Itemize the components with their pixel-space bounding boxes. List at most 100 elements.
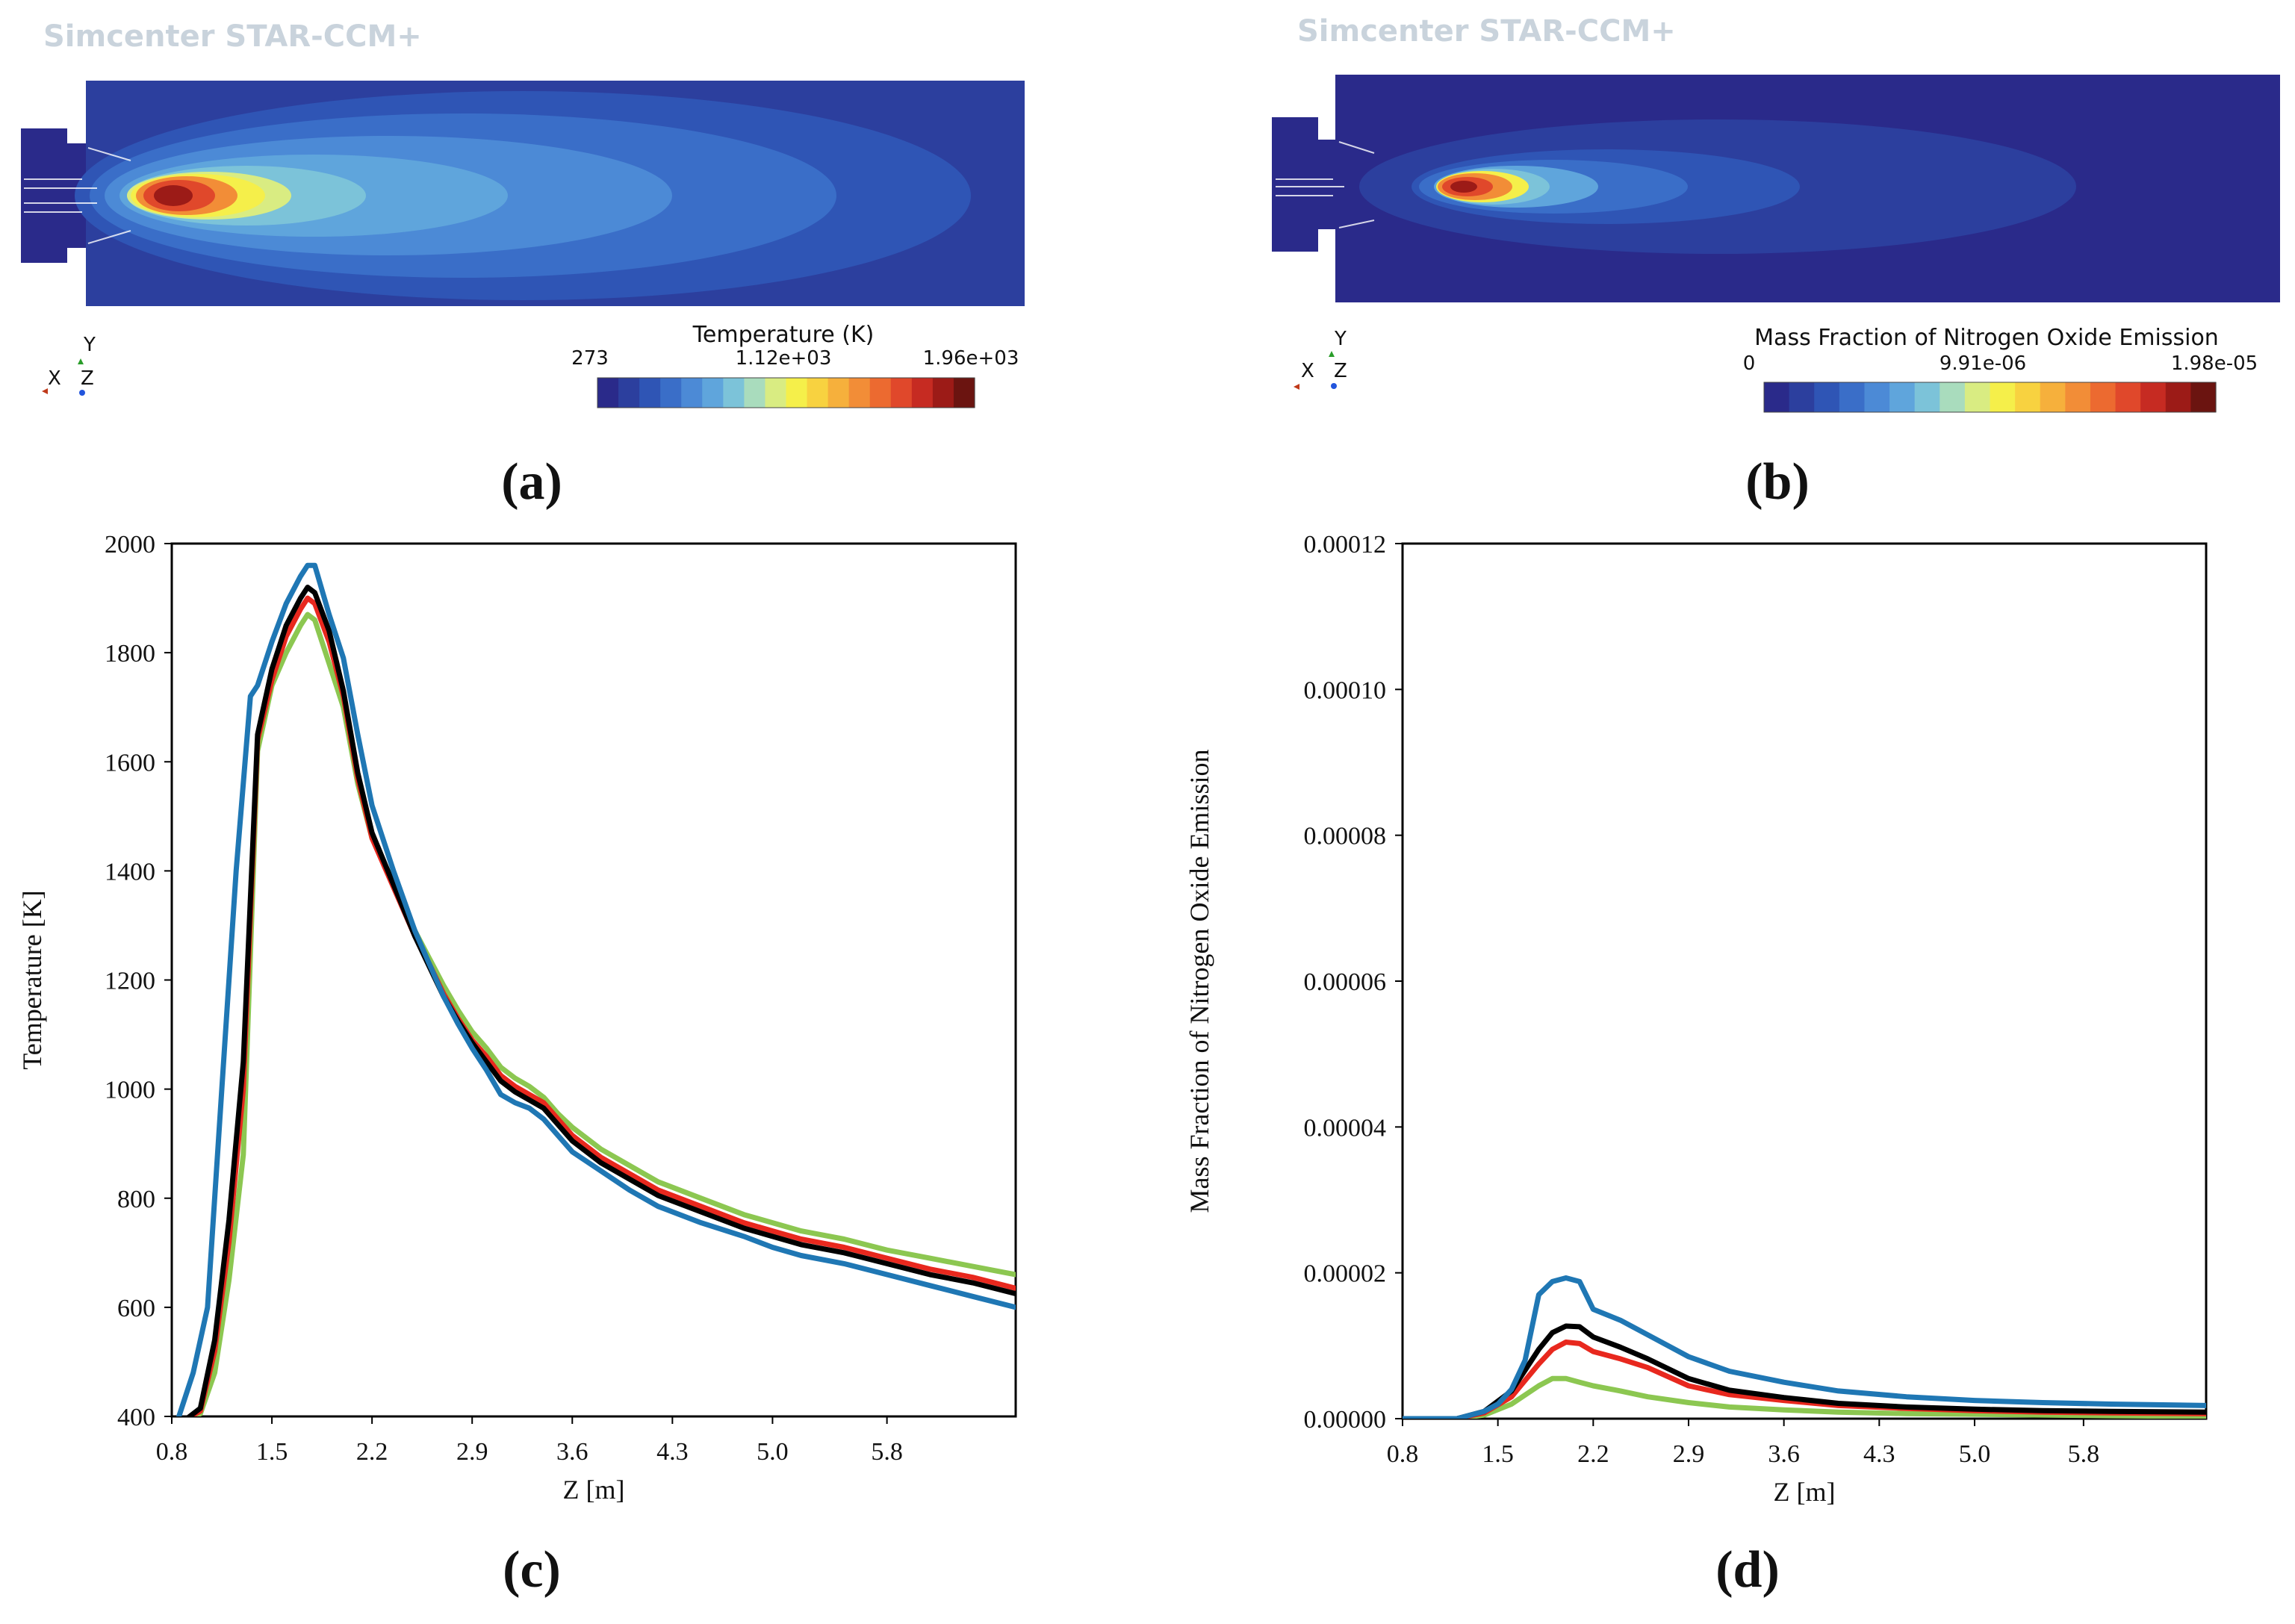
colorbar-swatch xyxy=(848,378,871,408)
colorbar-swatch xyxy=(807,378,829,408)
y-tick-label: 0.00010 xyxy=(1304,676,1387,704)
series-line-blue xyxy=(176,562,1016,1416)
colorbar-title-a: Temperature (K) xyxy=(692,322,875,348)
axis-z-dot-icon-a xyxy=(79,390,85,396)
colorbar-tick-mid-b: 9.91e-06 xyxy=(1940,352,2026,375)
x-tick-label: 5.0 xyxy=(757,1438,789,1466)
y-tick-label: 1600 xyxy=(105,749,155,777)
colorbar-swatch xyxy=(890,378,913,408)
x-tick-label: 2.2 xyxy=(1577,1440,1609,1468)
colorbar-swatch xyxy=(2190,382,2217,412)
plot-frame xyxy=(170,542,1017,1418)
x-tick-label: 3.6 xyxy=(1768,1440,1800,1468)
colorbar-swatch xyxy=(2115,382,2141,412)
y-tick-label: 600 xyxy=(117,1295,155,1322)
colorbar-swatch xyxy=(2090,382,2117,412)
brand-watermark-a: Simcenter STAR-CCM+ xyxy=(43,19,422,54)
colorbar-swatch xyxy=(2165,382,2191,412)
x-tick-label: 5.8 xyxy=(2068,1440,2100,1468)
colorbar-swatch xyxy=(660,378,682,408)
x-tick-label: 2.9 xyxy=(456,1438,488,1466)
x-tick-label: 5.0 xyxy=(1959,1440,1991,1468)
y-tick-label: 0.00000 xyxy=(1304,1406,1387,1434)
axis-x-arrow-icon-b xyxy=(1294,384,1299,390)
colorbar-swatch xyxy=(1764,382,1790,412)
axis-x-arrow-icon-a xyxy=(42,388,48,394)
colorbar-swatch xyxy=(702,378,724,408)
axis-x-label-a: X xyxy=(48,367,61,390)
axis-y-label-a: Y xyxy=(83,334,96,356)
colorbar-swatch xyxy=(1964,382,1991,412)
y-tick-label: 0.00008 xyxy=(1304,823,1387,850)
colorbar-frame xyxy=(597,377,975,408)
colorbar-swatch xyxy=(2015,382,2041,412)
y-axis-label: Temperature [K] xyxy=(17,890,47,1069)
colorbar-swatch xyxy=(744,378,766,408)
colorbar-tick-max-a: 1.96e+03 xyxy=(923,347,1019,370)
colorbar-tick-min-b: 0 xyxy=(1743,352,1756,375)
colorbar-swatch xyxy=(911,378,934,408)
x-tick-label: 0.8 xyxy=(156,1438,188,1466)
colorbar-swatch xyxy=(2040,382,2066,412)
colorbar-swatch xyxy=(1814,382,1840,412)
series-group xyxy=(176,562,1016,1416)
contour-panel-b: Simcenter STAR-CCM+ Y X Z Ma xyxy=(1272,14,2280,511)
burner-geometry-lines-a xyxy=(24,147,131,244)
colorbar-swatch xyxy=(765,378,787,408)
series-line-blue xyxy=(1403,1275,2206,1419)
axis-y-label-b: Y xyxy=(1334,328,1347,350)
y-tick-label: 0.00012 xyxy=(1304,531,1387,559)
brand-watermark-b: Simcenter STAR-CCM+ xyxy=(1297,14,1676,49)
axis-triad-b: Y X Z xyxy=(1294,328,1347,390)
axis-y-arrow-icon-b xyxy=(1329,351,1335,357)
x-axis-label: Z [m] xyxy=(1774,1477,1836,1507)
y-tick-label: 1400 xyxy=(105,858,155,886)
burner-inlet-a xyxy=(21,128,67,263)
colorbar-swatch xyxy=(723,378,745,408)
axis-z-label-a: Z xyxy=(81,367,94,390)
y-tick-label: 0.00006 xyxy=(1304,968,1387,996)
colorbar-swatch xyxy=(2140,382,2167,412)
x-tick-label: 3.6 xyxy=(556,1438,588,1466)
axis-x-label-b: X xyxy=(1301,360,1314,382)
colorbar-tick-min-a: 273 xyxy=(571,347,609,370)
colorbar-swatch xyxy=(786,378,808,408)
colorbar-swatch xyxy=(827,378,850,408)
contour-panel-a: Simcenter STAR-CCM+ Y X Z xyxy=(21,19,1025,511)
colorbar-frame xyxy=(1763,382,2217,413)
y-tick-label: 400 xyxy=(117,1404,155,1431)
colorbar-swatch xyxy=(1789,382,1815,412)
colorbar-b xyxy=(1763,382,2217,413)
contour-bands-a xyxy=(75,91,971,300)
colorbar-tick-mid-a: 1.12e+03 xyxy=(736,347,832,370)
colorbar-swatch xyxy=(639,378,661,408)
colorbar-swatch xyxy=(597,378,619,408)
colorbar-swatch xyxy=(1864,382,1890,412)
chart-nox: 0.8 1.5 2.2 2.9 3.6 4.3 5.0 5.8 0.00000 0.00002 0.… xyxy=(1184,531,2208,1507)
panel-label-c: (c) xyxy=(503,1541,561,1599)
colorbar-swatch xyxy=(932,378,954,408)
colorbar-swatch xyxy=(1839,382,1866,412)
y-tick-label: 0.00002 xyxy=(1304,1260,1387,1288)
series-line-green xyxy=(1403,1375,2206,1419)
panel-label-d: (d) xyxy=(1715,1541,1780,1599)
colorbar-swatch xyxy=(1940,382,1966,412)
colorbar-swatch xyxy=(2065,382,2091,412)
y-tick-label: 1200 xyxy=(105,968,155,995)
series-group xyxy=(1403,1275,2206,1419)
colorbar-tick-max-b: 1.98e-05 xyxy=(2171,352,2258,375)
axis-z-label-b: Z xyxy=(1334,360,1347,382)
panel-label-a: (a) xyxy=(501,453,562,511)
burner-inlet-b xyxy=(1272,117,1318,252)
colorbar-swatch xyxy=(1990,382,2016,412)
x-tick-label: 2.9 xyxy=(1673,1440,1705,1468)
axis-z-dot-icon-b xyxy=(1331,383,1337,389)
contour-bands-b xyxy=(1359,119,2076,254)
y-tick-label: 1000 xyxy=(105,1077,155,1104)
plot-frame xyxy=(1401,542,2208,1420)
colorbar-swatch xyxy=(1889,382,1916,412)
x-tick-label: 4.3 xyxy=(1863,1440,1895,1468)
axis-triad-a: Y X Z xyxy=(42,334,96,396)
x-tick-label: 0.8 xyxy=(1387,1440,1419,1468)
